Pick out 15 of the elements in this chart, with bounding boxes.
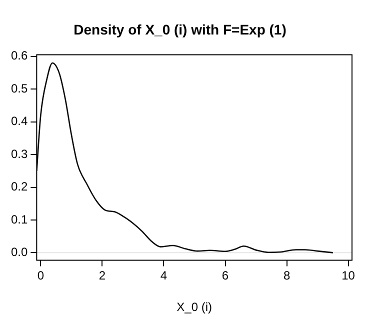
x-tick-label: 4 [160, 268, 168, 283]
y-tick-label: 0.2 [10, 180, 28, 194]
y-tick-label: 0.5 [10, 81, 28, 96]
y-tick-label: 0.1 [10, 212, 28, 226]
y-tick-label: 0.6 [10, 48, 28, 63]
x-tick-label: 8 [283, 268, 290, 283]
x-tick-label: 10 [342, 268, 356, 283]
y-tick-label: 0.3 [10, 146, 28, 161]
x-tick-label: 2 [98, 268, 106, 283]
y-tick-label: 0.0 [10, 244, 28, 259]
chart-title: Density of X_0 (i) with F=Exp (1) [74, 21, 286, 38]
x-axis-title: X_0 (i) [176, 300, 212, 314]
x-tick-label: 0 [37, 268, 44, 283]
y-tick-label: 0.4 [10, 114, 28, 128]
x-tick-label: 6 [222, 268, 229, 283]
